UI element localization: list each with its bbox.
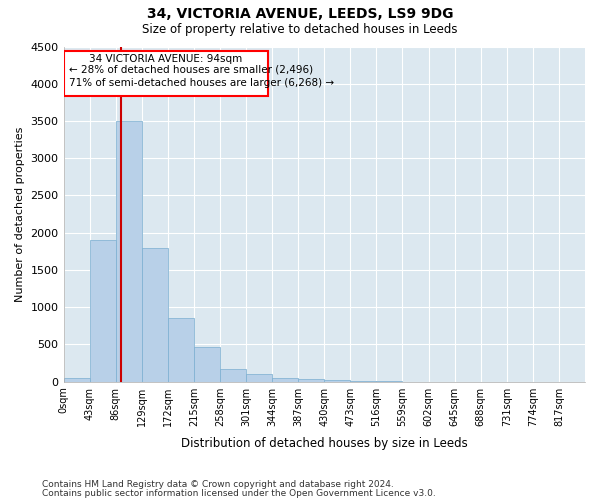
Bar xyxy=(194,348,220,382)
Bar xyxy=(116,121,142,382)
Text: Contains HM Land Registry data © Crown copyright and database right 2024.: Contains HM Land Registry data © Crown c… xyxy=(42,480,394,489)
Text: 34 VICTORIA AVENUE: 94sqm: 34 VICTORIA AVENUE: 94sqm xyxy=(89,54,242,64)
Bar xyxy=(89,240,116,382)
Y-axis label: Number of detached properties: Number of detached properties xyxy=(15,126,25,302)
Bar xyxy=(298,380,324,382)
Bar xyxy=(324,380,350,382)
Bar xyxy=(168,318,194,382)
Text: Contains public sector information licensed under the Open Government Licence v3: Contains public sector information licen… xyxy=(42,488,436,498)
Bar xyxy=(350,381,376,382)
Text: 34, VICTORIA AVENUE, LEEDS, LS9 9DG: 34, VICTORIA AVENUE, LEEDS, LS9 9DG xyxy=(147,8,453,22)
Text: Size of property relative to detached houses in Leeds: Size of property relative to detached ho… xyxy=(142,22,458,36)
Bar xyxy=(142,248,168,382)
Bar xyxy=(220,368,246,382)
Text: ← 28% of detached houses are smaller (2,496): ← 28% of detached houses are smaller (2,… xyxy=(69,64,313,74)
Bar xyxy=(246,374,272,382)
Bar xyxy=(272,378,298,382)
Bar xyxy=(64,51,268,96)
Bar xyxy=(64,378,89,382)
X-axis label: Distribution of detached houses by size in Leeds: Distribution of detached houses by size … xyxy=(181,437,467,450)
Text: 71% of semi-detached houses are larger (6,268) →: 71% of semi-detached houses are larger (… xyxy=(69,78,334,88)
